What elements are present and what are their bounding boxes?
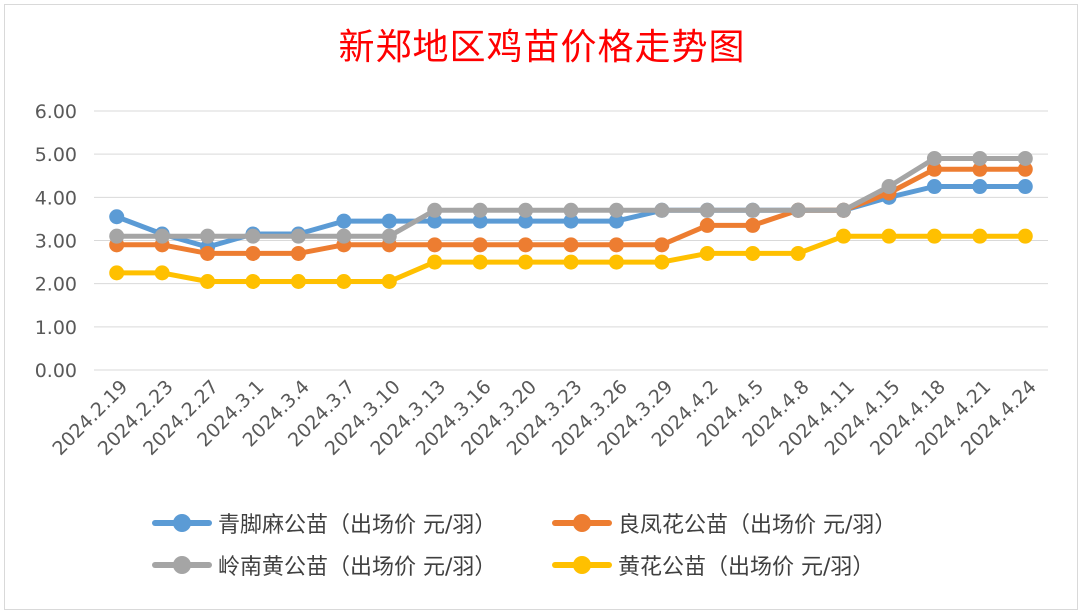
legend: 青脚麻公苗（出场价 元/羽） 良凤花公苗（出场价 元/羽） 岭南黄公苗（出场价 元/… — [150, 508, 970, 580]
data-point — [926, 161, 942, 177]
data-point — [563, 213, 579, 229]
chart-title: 新郑地区鸡苗价格走势图 — [338, 27, 746, 68]
data-point — [336, 274, 352, 290]
y-tick-label: 6.00 — [35, 101, 77, 123]
legend-marker — [150, 550, 214, 580]
data-point — [154, 265, 170, 281]
data-point — [654, 237, 670, 253]
data-point — [427, 237, 443, 253]
data-point — [381, 213, 397, 229]
data-point — [699, 202, 715, 218]
data-point — [1017, 161, 1033, 177]
legend-label: 青脚麻公苗（出场价 元/羽） — [218, 513, 497, 538]
data-point — [836, 202, 852, 218]
chart-frame — [4, 4, 1078, 610]
data-point — [926, 179, 942, 195]
data-point — [200, 228, 216, 244]
data-point — [472, 202, 488, 218]
data-point — [608, 202, 624, 218]
data-point — [608, 254, 624, 270]
y-tick-label: 0.00 — [35, 360, 77, 382]
data-point — [972, 161, 988, 177]
data-point — [608, 237, 624, 253]
legend-marker — [150, 508, 214, 538]
data-point — [745, 245, 761, 261]
legend-label: 岭南黄公苗（出场价 元/羽） — [218, 555, 497, 580]
data-point — [926, 150, 942, 166]
data-point — [336, 213, 352, 229]
data-point — [699, 245, 715, 261]
data-point — [109, 228, 125, 244]
series-1 — [109, 161, 1033, 261]
data-point — [881, 228, 897, 244]
data-point — [1017, 228, 1033, 244]
data-point — [200, 274, 216, 290]
data-point — [200, 245, 216, 261]
legend-marker — [550, 550, 614, 580]
data-point — [245, 274, 261, 290]
data-point — [608, 213, 624, 229]
data-point — [336, 228, 352, 244]
data-point — [290, 228, 306, 244]
y-axis-ticks: 0.00 1.00 2.00 3.00 4.00 5.00 6.00 — [35, 101, 77, 382]
data-point — [518, 202, 534, 218]
data-point — [290, 274, 306, 290]
data-point — [972, 150, 988, 166]
data-point — [245, 228, 261, 244]
data-point — [427, 213, 443, 229]
data-point — [563, 202, 579, 218]
data-point — [654, 254, 670, 270]
series-3 — [109, 228, 1033, 290]
legend-label: 黄花公苗（出场价 元/羽） — [618, 555, 875, 580]
data-point — [109, 209, 125, 225]
data-point — [836, 228, 852, 244]
y-tick-label: 3.00 — [35, 231, 77, 253]
legend-label: 良凤花公苗（出场价 元/羽） — [618, 513, 897, 538]
y-tick-label: 1.00 — [35, 317, 77, 339]
data-point — [427, 202, 443, 218]
data-point — [245, 245, 261, 261]
y-tick-label: 2.00 — [35, 274, 77, 296]
data-point — [881, 179, 897, 195]
y-tick-label: 4.00 — [35, 187, 77, 209]
data-point — [518, 213, 534, 229]
data-point — [381, 228, 397, 244]
data-point — [381, 274, 397, 290]
data-point — [926, 228, 942, 244]
legend-item: 岭南黄公苗（出场价 元/羽） — [150, 550, 550, 580]
data-point — [972, 179, 988, 195]
data-point — [109, 265, 125, 281]
legend-marker — [550, 508, 614, 538]
data-point — [563, 254, 579, 270]
plot-area — [109, 150, 1033, 290]
data-point — [472, 213, 488, 229]
data-point — [518, 254, 534, 270]
data-point — [790, 245, 806, 261]
legend-item: 黄花公苗（出场价 元/羽） — [550, 550, 950, 580]
data-point — [1017, 179, 1033, 195]
data-point — [972, 228, 988, 244]
legend-item: 良凤花公苗（出场价 元/羽） — [550, 508, 950, 538]
data-point — [1017, 150, 1033, 166]
data-point — [518, 237, 534, 253]
data-point — [472, 237, 488, 253]
data-point — [427, 254, 443, 270]
data-point — [745, 202, 761, 218]
data-point — [654, 202, 670, 218]
data-point — [154, 228, 170, 244]
data-point — [790, 202, 806, 218]
series-2 — [109, 150, 1033, 244]
y-tick-label: 5.00 — [35, 144, 77, 166]
data-point — [699, 217, 715, 233]
data-point — [472, 254, 488, 270]
data-point — [745, 217, 761, 233]
data-point — [563, 237, 579, 253]
data-point — [290, 245, 306, 261]
x-axis-ticks: 2024.2.192024.2.232024.2.272024.3.12024.… — [48, 376, 1041, 460]
legend-item: 青脚麻公苗（出场价 元/羽） — [150, 508, 550, 538]
